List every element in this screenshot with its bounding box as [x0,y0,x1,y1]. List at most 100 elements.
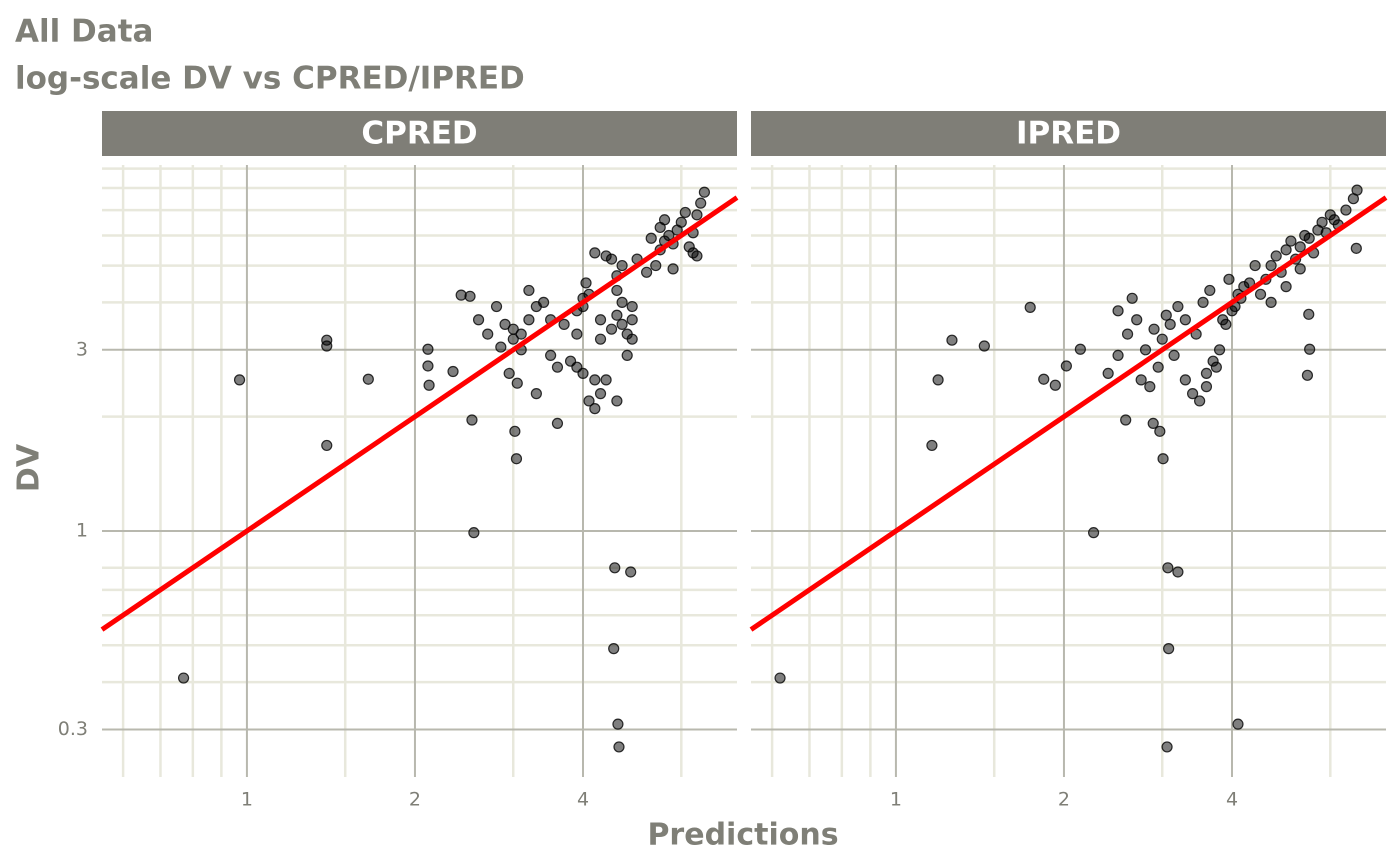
point [691,209,703,221]
point [1148,323,1160,335]
x-tick-label: 1 [241,789,253,811]
point [1328,214,1340,226]
strip-label: CPRED [361,116,477,152]
point [626,300,638,313]
point [612,718,624,730]
point [1157,453,1169,465]
point [509,425,521,437]
point [1102,367,1114,380]
point [1179,374,1191,386]
point [1280,244,1292,256]
point [545,349,557,362]
x-tick-label: 2 [1058,789,1070,811]
strip [102,111,737,156]
point [616,259,628,272]
point [1049,379,1061,391]
point [1126,292,1138,304]
point [577,367,589,380]
point [1270,250,1282,262]
point [468,527,480,539]
point [530,388,542,400]
point [1350,242,1362,254]
point [472,314,485,326]
point [1303,308,1315,320]
point [1135,374,1147,386]
x-tick-label: 1 [890,789,902,811]
point [1254,288,1267,300]
point [1131,314,1143,326]
point [1210,361,1222,373]
point [511,377,523,389]
point [611,284,623,297]
chart-subtitle: log-scale DV vs CPRED/IPRED [15,61,525,97]
point [422,360,434,372]
point [1265,259,1277,272]
point [1200,367,1213,380]
point [1204,284,1216,297]
point [515,328,527,340]
point [978,340,990,352]
point [626,333,638,345]
point [1154,425,1166,437]
point [1179,314,1191,326]
chart-title: All Data [15,14,153,50]
point [177,672,190,684]
point [1112,349,1124,362]
point [423,379,435,391]
point [1144,381,1156,393]
point [1232,718,1244,730]
point [1120,414,1132,426]
point [490,300,503,313]
point [466,414,478,426]
point [321,340,333,352]
point [558,318,570,330]
point [499,318,511,330]
point [650,259,662,272]
point [600,374,612,386]
point [605,323,618,335]
point [1194,395,1206,407]
point [1200,381,1213,393]
point [1351,184,1363,196]
strip [751,111,1386,156]
x-tick-label: 4 [577,789,589,811]
point [1187,388,1199,400]
point [594,333,607,345]
point [1060,360,1072,372]
point [698,186,710,198]
point [594,314,607,326]
point [1161,741,1173,753]
y-axis-title: DV [12,443,47,492]
point [1316,216,1328,228]
point [1156,333,1168,345]
point [1213,344,1226,356]
point [1024,301,1036,313]
point [1074,343,1086,355]
point [1162,562,1174,574]
point [625,566,637,578]
point [658,214,671,226]
point [1301,369,1314,381]
point [321,439,333,452]
point [1121,328,1134,340]
point [1223,273,1235,285]
point [611,395,623,407]
point [932,374,944,386]
point [616,318,628,330]
y-tick-label: 0.3 [58,718,88,740]
point [608,643,620,655]
point [1163,643,1175,655]
x-axis-title: Predictions [647,818,838,853]
point [1147,417,1159,430]
point [482,328,494,340]
point [495,341,507,353]
point [1285,235,1297,247]
point [1217,314,1229,326]
point [233,374,246,386]
point [1340,204,1352,216]
y-tick-label: 3 [76,338,88,360]
point [510,453,523,465]
point [1294,263,1306,275]
point [1168,349,1180,362]
point [422,343,434,355]
